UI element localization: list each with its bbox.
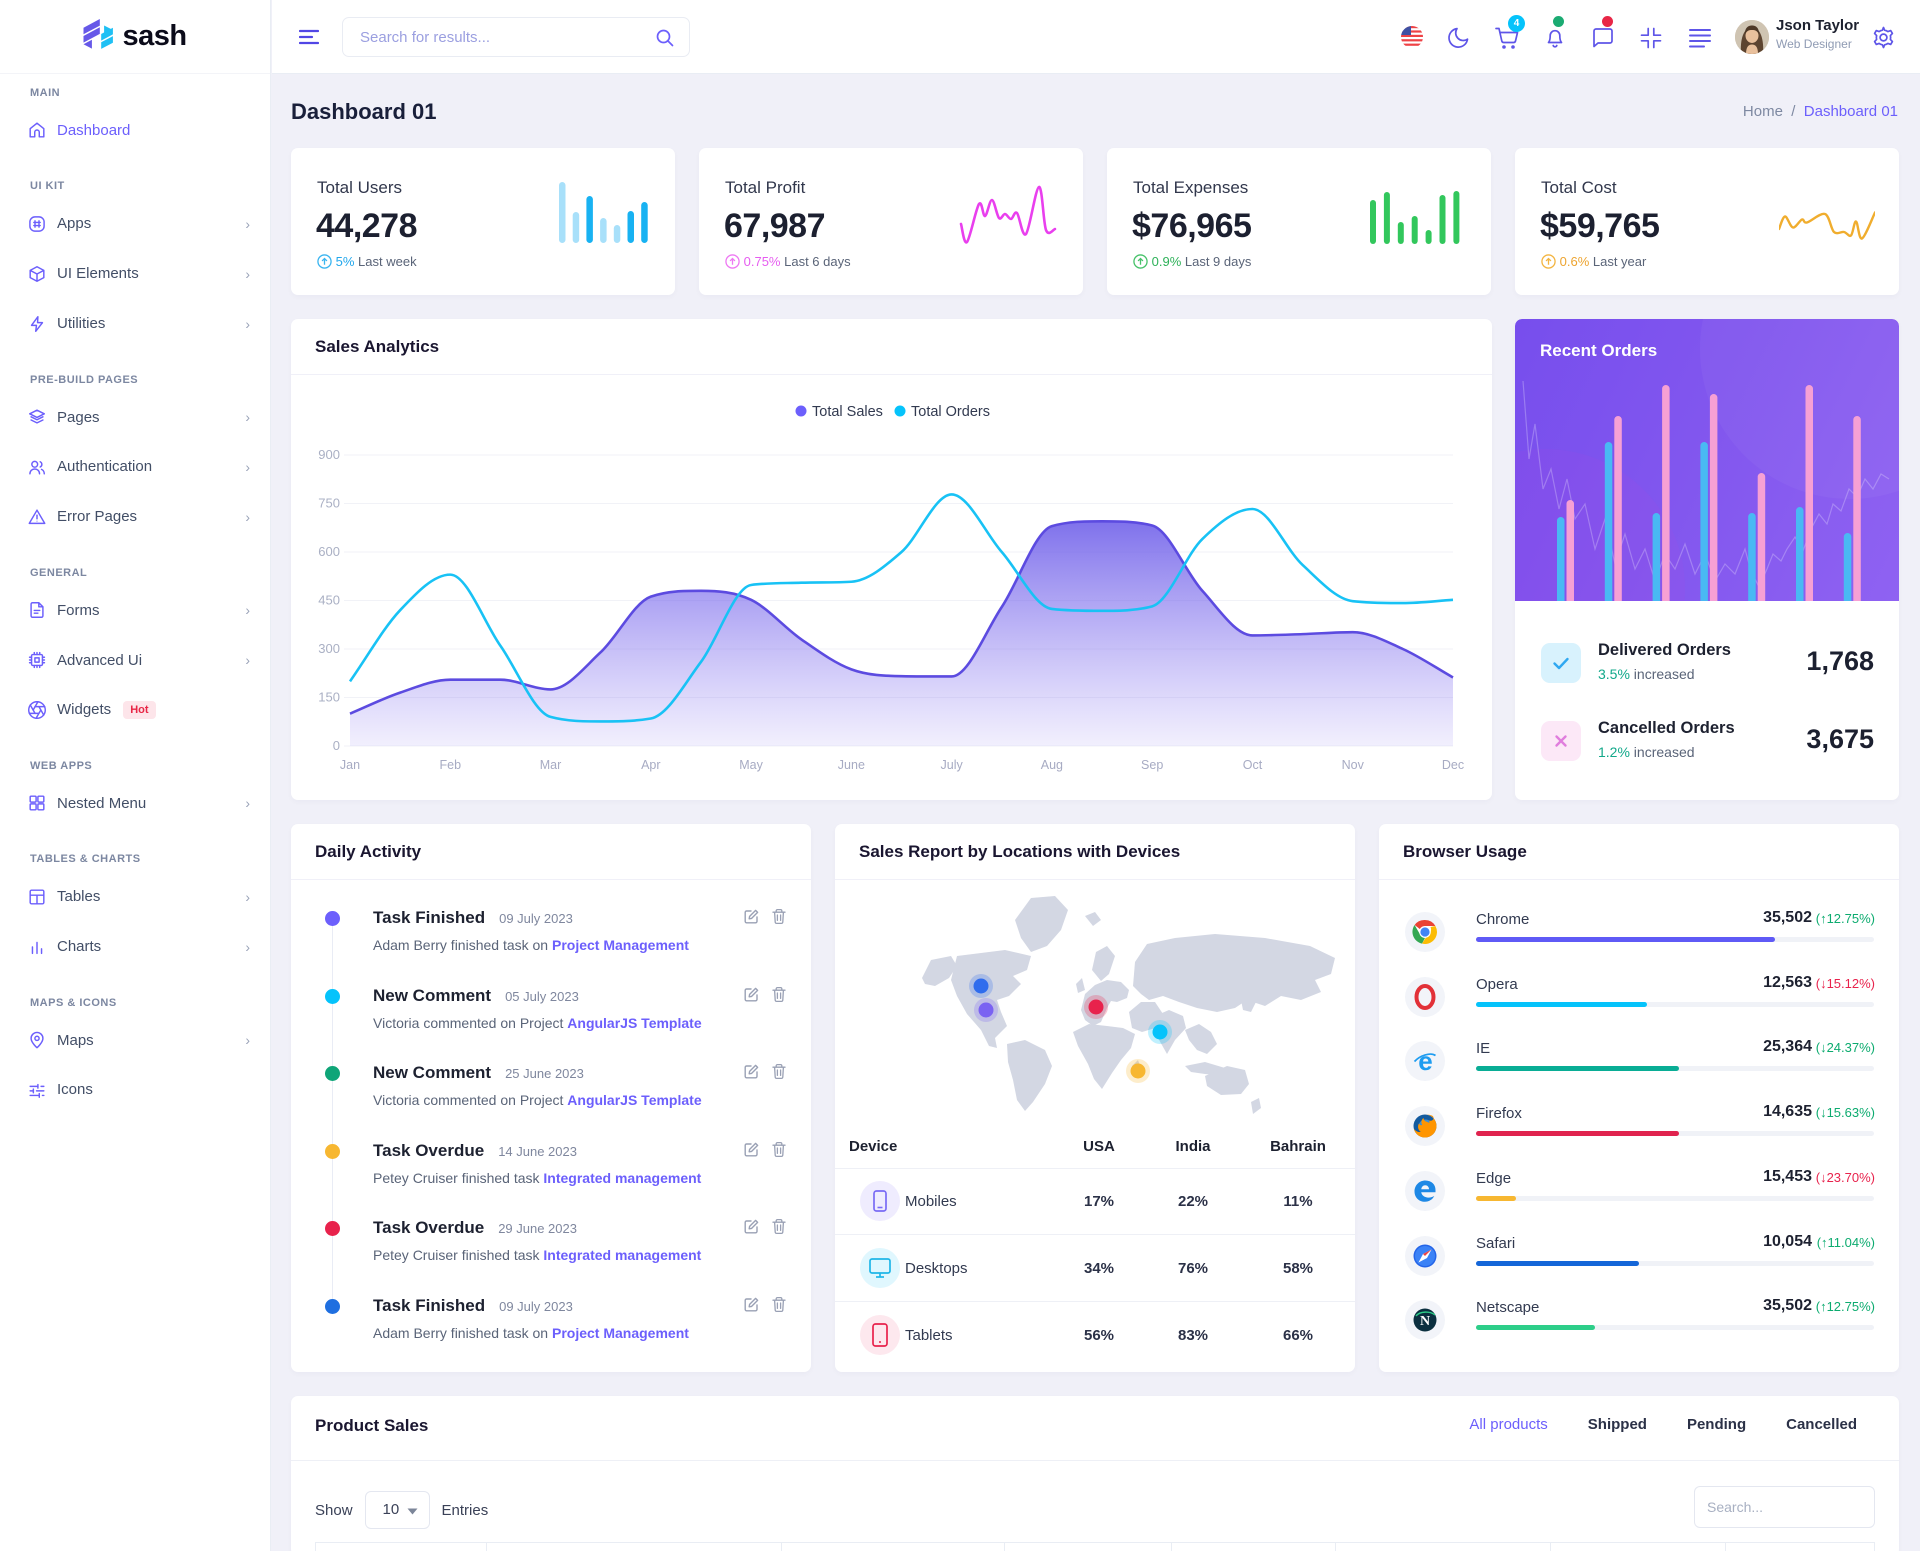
svg-text:Feb: Feb xyxy=(439,758,461,772)
svg-text:Oct: Oct xyxy=(1243,758,1263,772)
svg-text:450: 450 xyxy=(318,593,340,608)
svg-text:Jan: Jan xyxy=(340,758,360,772)
svg-text:June: June xyxy=(838,758,865,772)
svg-text:Dec: Dec xyxy=(1442,758,1464,772)
svg-text:300: 300 xyxy=(318,641,340,656)
svg-text:Nov: Nov xyxy=(1342,758,1365,772)
svg-text:750: 750 xyxy=(318,496,340,511)
svg-text:Aug: Aug xyxy=(1041,758,1063,772)
svg-text:Total Orders: Total Orders xyxy=(911,404,990,420)
svg-text:N: N xyxy=(1420,1314,1430,1329)
svg-text:900: 900 xyxy=(318,447,340,462)
svg-text:150: 150 xyxy=(318,690,340,705)
svg-text:May: May xyxy=(739,758,763,772)
svg-text:Sep: Sep xyxy=(1141,758,1163,772)
svg-text:e: e xyxy=(1418,1048,1432,1074)
svg-text:Apr: Apr xyxy=(641,758,660,772)
svg-text:July: July xyxy=(941,758,964,772)
svg-text:0: 0 xyxy=(333,738,340,753)
svg-text:600: 600 xyxy=(318,544,340,559)
svg-text:Mar: Mar xyxy=(540,758,562,772)
svg-text:Total Sales: Total Sales xyxy=(812,404,883,420)
